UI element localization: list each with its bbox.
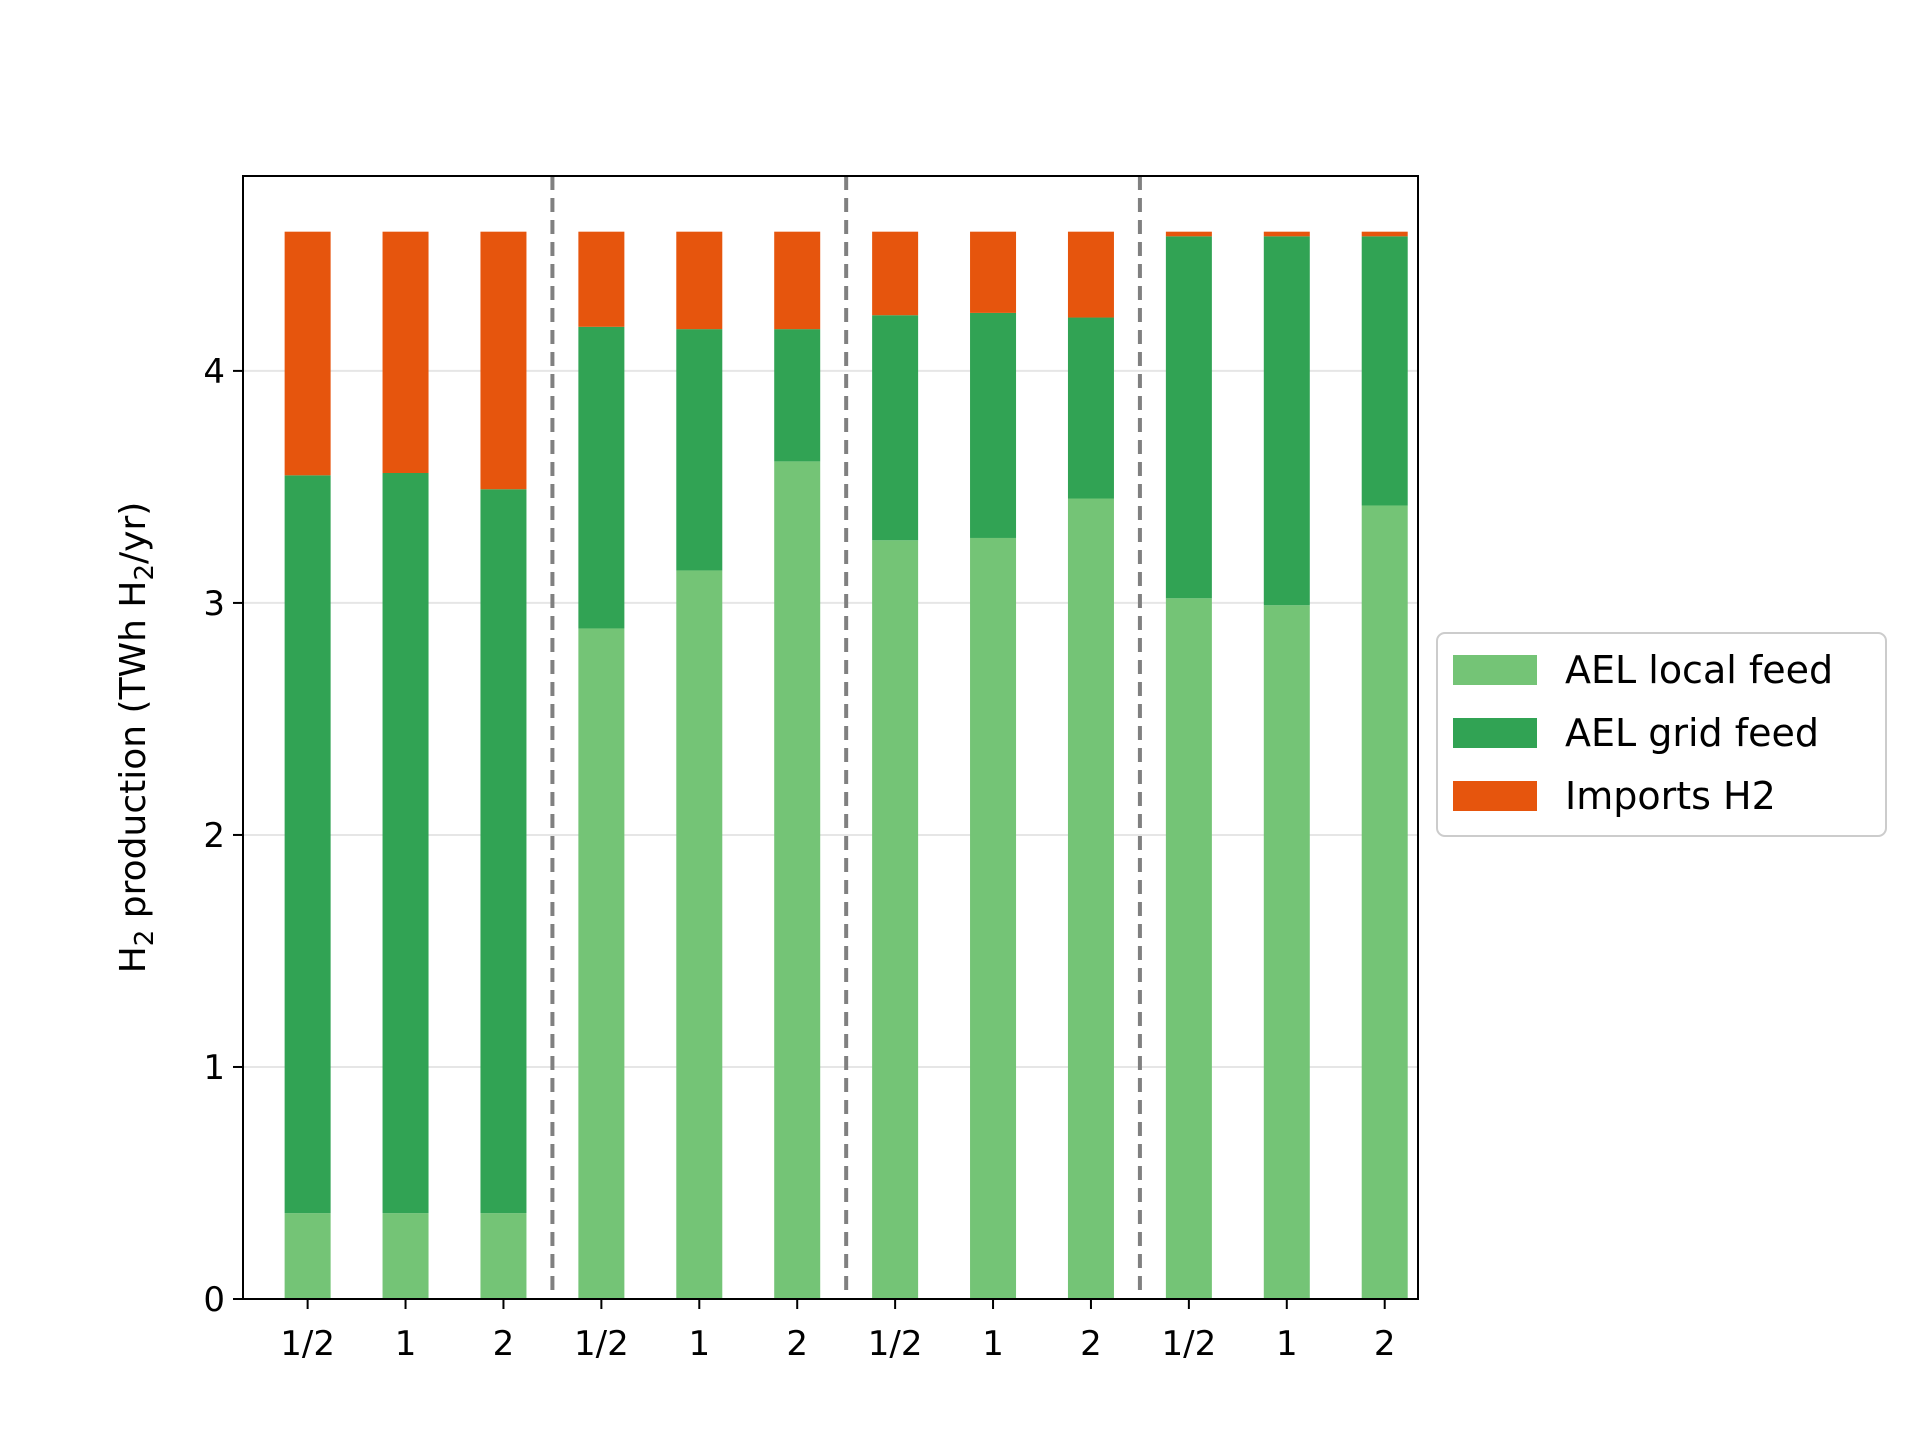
bar-segment-imports-h2 [774, 231, 821, 330]
x-axis-ticks: 1/2 1 2 1/2 1 2 1/2 1 2 1/2 1 2 [280, 1299, 1396, 1364]
bar-segment-ael-grid-feed [872, 315, 919, 541]
y-tick-label: 2 [203, 816, 225, 856]
bar-segment-ael-local-feed [480, 1213, 527, 1299]
bar-segment-ael-local-feed [676, 570, 723, 1299]
bar-segment-ael-local-feed [284, 1213, 331, 1299]
x-tick-label: 1/2 [280, 1324, 335, 1364]
group-separators [550, 176, 1142, 1299]
bar-segment-ael-grid-feed [676, 329, 723, 571]
bar-segment-ael-local-feed [774, 461, 821, 1299]
bar-segment-ael-grid-feed [578, 326, 625, 629]
x-tick-label: 2 [786, 1324, 808, 1364]
y-axis-label: H2 production (TWh H2/yr) [113, 502, 160, 974]
legend-label: Imports H2 [1565, 774, 1776, 818]
bar-segment-ael-grid-feed [382, 472, 429, 1214]
y-tick-label: 3 [203, 584, 225, 624]
y-tick-label: 4 [203, 352, 225, 392]
x-tick-label: 1 [1276, 1324, 1298, 1364]
legend: AEL local feed AEL grid feed Imports H2 [1436, 632, 1887, 837]
bar-segment-imports-h2 [676, 231, 723, 330]
bar-segment-ael-local-feed [382, 1213, 429, 1299]
y-tick-label: 0 [203, 1280, 225, 1320]
bar-segment-ael-local-feed [1263, 605, 1310, 1299]
y-axis-ticks: 0 1 2 3 4 [203, 352, 243, 1320]
bar-segment-ael-local-feed [1165, 598, 1212, 1299]
legend-swatch [1453, 781, 1537, 811]
legend-label: AEL grid feed [1565, 711, 1819, 755]
bar-segment-ael-grid-feed [284, 475, 331, 1214]
bar-segment-imports-h2 [1361, 231, 1408, 237]
bar-segment-imports-h2 [382, 231, 429, 473]
bar-segment-ael-grid-feed [480, 489, 527, 1214]
bar-segment-ael-grid-feed [1067, 317, 1114, 499]
bar-segment-imports-h2 [284, 231, 331, 476]
y-tick-label: 1 [203, 1048, 225, 1088]
bar-segment-ael-local-feed [1361, 505, 1408, 1299]
bar-segment-ael-local-feed [1067, 498, 1114, 1299]
bar-segment-ael-grid-feed [970, 312, 1017, 538]
bar-segment-ael-grid-feed [1361, 236, 1408, 506]
bar-segment-imports-h2 [1067, 231, 1114, 318]
bar-segment-imports-h2 [1263, 231, 1310, 237]
bar-segment-imports-h2 [872, 231, 919, 316]
bar-segment-imports-h2 [1165, 231, 1212, 237]
x-tick-label: 1/2 [574, 1324, 629, 1364]
gridlines [243, 369, 1418, 1068]
plot-frame [242, 175, 1419, 1300]
x-tick-label: 1 [688, 1324, 710, 1364]
bar-segment-imports-h2 [970, 231, 1017, 313]
x-tick-label: 1/2 [1162, 1324, 1217, 1364]
x-tick-label: 1 [395, 1324, 417, 1364]
bar-segment-ael-grid-feed [1165, 236, 1212, 599]
x-tick-label: 2 [493, 1324, 515, 1364]
x-tick-label: 1/2 [868, 1324, 923, 1364]
bar-segment-ael-local-feed [872, 540, 919, 1299]
legend-label: AEL local feed [1565, 648, 1833, 692]
bar-segment-imports-h2 [578, 231, 625, 327]
bar-segment-ael-grid-feed [1263, 236, 1310, 606]
x-tick-label: 2 [1080, 1324, 1102, 1364]
bar-segment-imports-h2 [480, 231, 527, 490]
x-tick-label: 2 [1374, 1324, 1396, 1364]
legend-swatch [1453, 718, 1537, 748]
bar-segment-ael-grid-feed [774, 329, 821, 462]
bar-segment-ael-local-feed [578, 628, 625, 1299]
legend-box [1436, 632, 1887, 837]
x-tick-label: 1 [982, 1324, 1004, 1364]
legend-swatch [1453, 655, 1537, 685]
bar-segment-ael-local-feed [970, 537, 1017, 1299]
bars [284, 231, 1408, 1299]
